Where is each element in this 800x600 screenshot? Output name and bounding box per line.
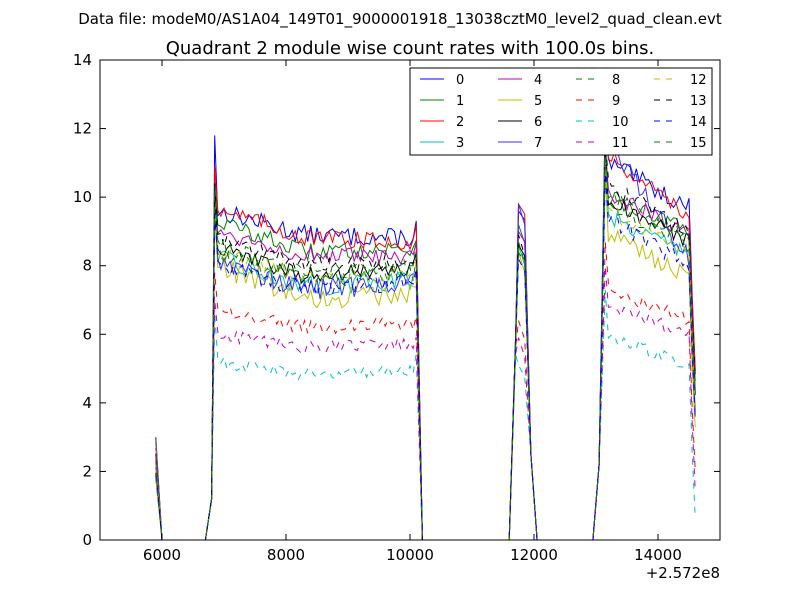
series-line-11 bbox=[155, 265, 696, 541]
legend-label: 8 bbox=[612, 73, 620, 88]
x-axis: 6000 8000 10000 12000 14000 bbox=[143, 60, 682, 564]
series-line-4 bbox=[155, 149, 696, 541]
y-tick-label: 4 bbox=[82, 394, 92, 412]
y-tick-label: 2 bbox=[82, 462, 92, 480]
series-line-12 bbox=[155, 159, 696, 541]
legend-label: 2 bbox=[456, 115, 464, 130]
chart-suptitle: Data file: modeM0/AS1A04_149T01_90000019… bbox=[78, 10, 722, 29]
y-tick-label: 8 bbox=[82, 257, 92, 275]
series-line-6 bbox=[155, 152, 696, 541]
series-line-13 bbox=[155, 142, 696, 541]
series-line-15 bbox=[155, 149, 696, 541]
series-line-0 bbox=[155, 114, 696, 541]
legend-label: 1 bbox=[456, 94, 464, 109]
legend-label: 13 bbox=[690, 94, 707, 109]
y-tick-label: 14 bbox=[73, 51, 92, 69]
chart-title: Quadrant 2 module wise count rates with … bbox=[166, 38, 655, 59]
legend-label: 9 bbox=[612, 94, 620, 109]
series-line-14 bbox=[155, 173, 696, 541]
legend-label: 3 bbox=[456, 136, 464, 151]
series-line-7 bbox=[155, 107, 696, 541]
x-tick-label: 12000 bbox=[510, 546, 558, 564]
legend-label: 6 bbox=[534, 115, 542, 130]
series-line-1 bbox=[155, 135, 696, 541]
legend-label: 14 bbox=[690, 115, 707, 130]
y-tick-label: 0 bbox=[82, 531, 92, 549]
y-tick-label: 12 bbox=[73, 120, 92, 138]
legend-label: 4 bbox=[534, 73, 542, 88]
x-offset-label: +2.572e8 bbox=[646, 564, 720, 582]
legend-label: 10 bbox=[612, 115, 629, 130]
x-tick-label: 14000 bbox=[634, 546, 682, 564]
legend-label: 0 bbox=[456, 73, 464, 88]
legend-box bbox=[409, 67, 713, 156]
legend-label: 7 bbox=[534, 136, 542, 151]
series-line-3 bbox=[155, 162, 696, 541]
y-tick-label: 10 bbox=[73, 188, 92, 206]
series-line-9 bbox=[155, 241, 696, 541]
legend-label: 12 bbox=[690, 73, 707, 88]
legend-label: 11 bbox=[612, 136, 629, 151]
legend-label: 5 bbox=[534, 94, 542, 109]
x-tick-label: 10000 bbox=[386, 546, 434, 564]
plot-lines bbox=[155, 107, 696, 541]
series-line-2 bbox=[155, 121, 696, 541]
series-line-10 bbox=[155, 289, 696, 541]
x-tick-label: 6000 bbox=[143, 546, 181, 564]
series-line-8 bbox=[155, 155, 696, 541]
y-tick-label: 6 bbox=[82, 325, 92, 343]
x-tick-label: 8000 bbox=[267, 546, 305, 564]
legend-label: 15 bbox=[690, 136, 707, 151]
